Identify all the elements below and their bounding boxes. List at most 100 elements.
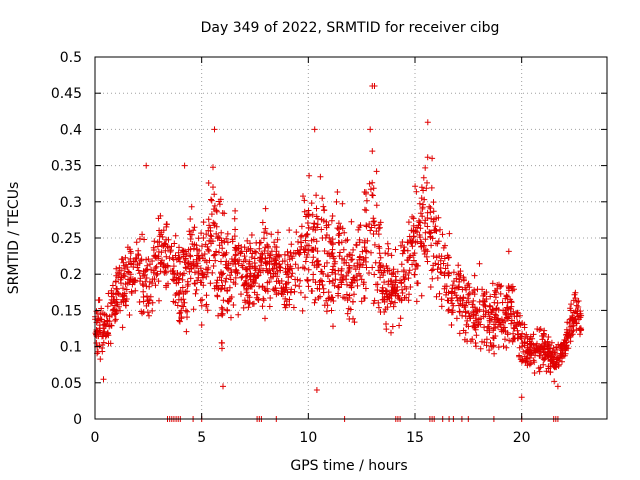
data-point: [335, 232, 342, 238]
data-point: [438, 269, 445, 276]
data-point: [350, 246, 357, 253]
data-point: [504, 331, 511, 338]
data-point-notable: [181, 162, 188, 169]
data-point: [112, 317, 118, 324]
data-point: [171, 277, 177, 284]
data-point: [196, 247, 203, 254]
data-point: [546, 350, 553, 357]
data-point: [256, 257, 263, 264]
data-point: [218, 304, 225, 311]
data-point: [132, 254, 139, 261]
data-point: [313, 213, 320, 220]
data-point: [190, 227, 197, 234]
data-point: [562, 340, 568, 347]
data-point: [430, 266, 436, 273]
data-point: [420, 242, 427, 249]
data-point: [487, 339, 494, 346]
data-point: [547, 369, 554, 376]
data-point: [330, 323, 336, 330]
data-point: [423, 185, 430, 192]
data-point: [280, 291, 286, 298]
data-point: [486, 347, 493, 354]
data-point: [311, 220, 318, 227]
data-point: [211, 202, 218, 209]
data-point: [228, 314, 234, 321]
data-point: [369, 192, 376, 198]
data-point: [367, 186, 374, 193]
data-point: [115, 303, 122, 310]
data-point: [461, 336, 468, 343]
data-point: [539, 336, 546, 343]
data-point: [260, 297, 267, 304]
data-point: [363, 197, 370, 204]
data-point: [460, 274, 467, 281]
data-point: [152, 253, 159, 260]
data-point: [301, 197, 308, 204]
data-point: [188, 203, 195, 210]
data-point: [313, 264, 320, 271]
data-point: [414, 238, 421, 245]
data-point: [306, 172, 313, 179]
data-point: [191, 280, 198, 287]
data-point: [388, 252, 395, 259]
data-point: [404, 239, 411, 246]
data-point: [470, 308, 476, 315]
data-point: [162, 247, 169, 254]
data-point: [541, 355, 548, 362]
data-point: [162, 263, 169, 270]
data-point: [345, 262, 352, 269]
data-point: [448, 288, 455, 295]
data-point: [531, 359, 538, 366]
data-point: [339, 200, 346, 207]
data-point: [106, 313, 113, 320]
data-point: [150, 247, 157, 253]
data-point: [383, 321, 389, 327]
data-point: [192, 290, 199, 297]
data-point: [368, 224, 375, 231]
data-point: [97, 356, 104, 363]
y-tick-label: 0.45: [51, 86, 82, 102]
data-point: [259, 251, 266, 258]
y-tick-label: 0.15: [51, 303, 82, 319]
data-point: [453, 275, 460, 282]
data-point: [272, 257, 279, 264]
data-point: [297, 277, 304, 284]
data-point: [376, 250, 383, 257]
data-point: [187, 231, 194, 238]
data-point: [433, 215, 440, 222]
data-point: [231, 256, 238, 263]
data-point: [167, 248, 174, 255]
data-point: [545, 341, 552, 348]
data-point: [351, 291, 357, 298]
data-point: [218, 229, 225, 236]
data-point: [453, 315, 460, 322]
data-point: [163, 269, 170, 276]
data-point: [127, 255, 134, 262]
data-point: [338, 265, 345, 272]
data-point: [481, 291, 488, 297]
data-point: [361, 237, 368, 244]
data-point: [222, 261, 229, 268]
data-point: [502, 318, 509, 325]
data-point: [432, 223, 439, 230]
data-point: [366, 180, 373, 187]
data-point: [527, 348, 534, 354]
data-point: [198, 252, 205, 259]
data-point: [466, 313, 473, 320]
data-point: [377, 254, 384, 261]
data-point: [251, 289, 258, 296]
data-point: [268, 274, 274, 281]
data-point: [256, 240, 263, 246]
data-point: [197, 265, 204, 272]
data-point: [161, 240, 168, 247]
data-point: [413, 261, 419, 268]
data-point: [353, 273, 360, 279]
data-point: [514, 327, 521, 334]
data-point: [112, 316, 119, 323]
data-point: [443, 291, 449, 298]
data-point: [254, 272, 261, 279]
data-point: [213, 230, 220, 237]
data-point: [247, 247, 254, 254]
data-point: [442, 265, 449, 272]
data-point: [198, 230, 205, 237]
